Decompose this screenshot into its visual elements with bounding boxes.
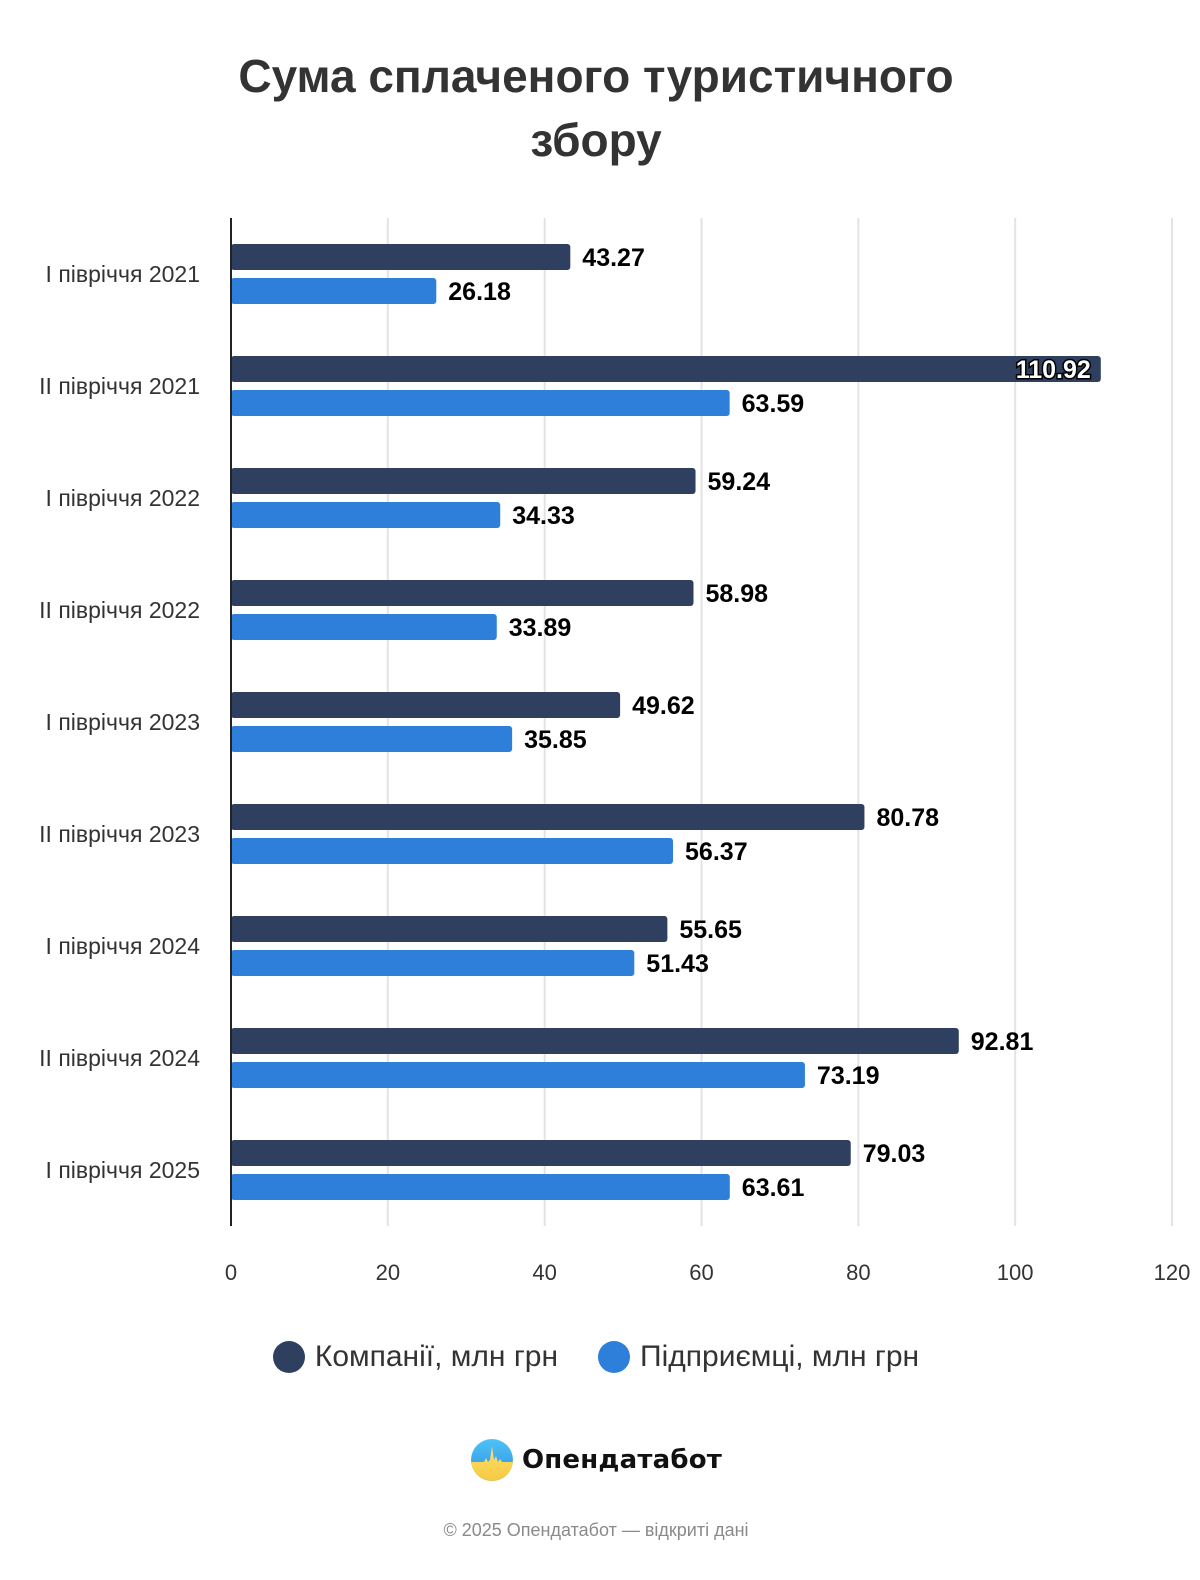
bar-entrepreneurs[interactable] [231,726,513,752]
data-label: 63.59 [742,390,805,418]
copyright: © 2025 Опендатабот — відкриті дані [443,1520,749,1540]
data-label: 35.85 [524,726,587,754]
bar-companies[interactable] [231,356,1101,382]
data-label: 49.62 [632,692,695,720]
gridlines [386,218,1173,1226]
brand-name: Опендатабот [521,1445,723,1475]
category-label: II півріччя 2023 [39,821,200,847]
legend-item-companies[interactable]: Компанії, млн грн [272,1340,559,1374]
bar-entrepreneurs[interactable] [231,502,501,528]
category-label: II півріччя 2022 [39,597,200,623]
x-tick-label: 40 [532,1260,556,1285]
bar-entrepreneurs[interactable] [231,1174,730,1200]
data-label: 73.19 [817,1062,880,1090]
legend-label-companies: Компанії, млн грн [314,1340,559,1373]
data-label: 59.24 [708,468,771,496]
bar-companies[interactable] [231,916,668,942]
x-tick-labels: 0 20 40 60 80 100 120 [225,1260,1190,1285]
bar-entrepreneurs[interactable] [231,614,497,640]
category-label: I півріччя 2024 [46,933,201,959]
data-label: 79.03 [863,1140,926,1168]
bar-companies[interactable] [231,1028,959,1054]
bars [231,244,1101,1200]
data-label: 56.37 [685,838,748,866]
bar-entrepreneurs[interactable] [231,1062,805,1088]
bar-companies[interactable] [231,244,571,270]
legend-swatch-companies [272,1341,305,1373]
category-label: I півріччя 2025 [46,1157,200,1183]
bar-entrepreneurs[interactable] [231,838,674,864]
legend-swatch-entrepreneurs [598,1341,631,1373]
category-label: I півріччя 2021 [46,261,200,287]
legend: Компанії, млн грн Підприємці, млн грн [0,1340,1192,1374]
chart-title: Сума сплаченого туристичного збору [0,44,1192,172]
bar-companies[interactable] [231,692,621,718]
data-labels: 43.27 26.18 110.92 63.59 59.24 34.33 58.98 33.8… [448,244,1092,1202]
data-label: 58.98 [706,580,769,608]
category-labels: I півріччя 2021 II півріччя 2021 I піврічч… [39,261,200,1183]
chart-title-line-2: збору [530,114,662,166]
data-label: 92.81 [971,1028,1034,1056]
data-label: 43.27 [582,244,645,272]
x-tick-label: 120 [1154,1260,1191,1285]
x-tick-label: 100 [997,1260,1034,1285]
data-label: 33.89 [509,614,572,642]
category-label: II півріччя 2021 [39,373,200,399]
data-label: 110.92 [1016,356,1091,384]
bar-companies[interactable] [231,580,694,606]
x-tick-label: 60 [689,1260,713,1285]
data-label: 80.78 [876,804,939,832]
category-label: I півріччя 2023 [46,709,200,735]
brand: Опендатабот [0,1438,1192,1482]
data-label: 26.18 [448,278,511,306]
data-label: 34.33 [512,502,575,530]
data-label: 51.43 [646,950,709,978]
bar-entrepreneurs[interactable] [231,950,635,976]
bar-companies[interactable] [231,468,696,494]
bar-companies[interactable] [231,804,865,830]
x-tick-label: 0 [225,1260,237,1285]
data-label: 55.65 [679,916,742,944]
legend-item-entrepreneurs[interactable]: Підприємці, млн грн [598,1340,919,1374]
x-tick-label: 80 [846,1260,870,1285]
legend-label-entrepreneurs: Підприємці, млн грн [640,1340,920,1373]
opendatabot-logo-icon [470,1439,513,1481]
category-label: I півріччя 2022 [46,485,200,511]
bar-entrepreneurs[interactable] [231,390,730,416]
bar-chart: 43.27 26.18 110.92 63.59 59.24 34.33 58.98 33.8… [39,218,1190,1285]
bar-companies[interactable] [231,1140,851,1166]
category-label: II півріччя 2024 [39,1045,200,1071]
x-tick-label: 20 [376,1260,400,1285]
bar-entrepreneurs[interactable] [231,278,437,304]
data-label: 63.61 [742,1174,805,1202]
chart-title-line-1: Сума сплаченого туристичного [238,50,954,102]
